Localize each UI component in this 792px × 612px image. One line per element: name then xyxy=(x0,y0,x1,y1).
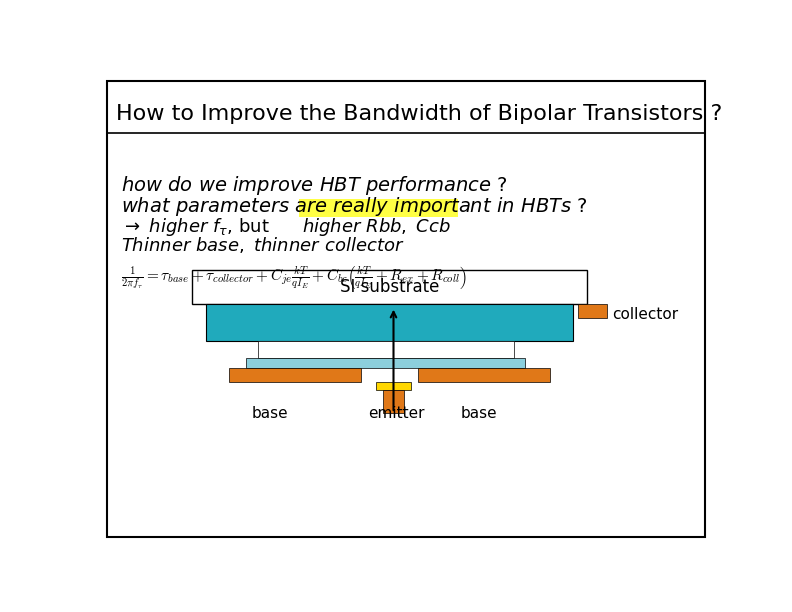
Bar xyxy=(418,368,550,382)
Text: How to Improve the Bandwidth of Bipolar Transistors ?: How to Improve the Bandwidth of Bipolar … xyxy=(116,104,722,124)
Bar xyxy=(258,341,514,357)
Text: base: base xyxy=(251,406,287,422)
Bar xyxy=(229,368,361,382)
Text: $\mathbf{\it{how\ do\ we\ improve\ HBT\ performance\ ?}}$: $\mathbf{\it{how\ do\ we\ improve\ HBT\ … xyxy=(120,174,508,196)
Bar xyxy=(376,382,410,390)
Text: $\it{Thinner\ base,\ thinner\ collector}$: $\it{Thinner\ base,\ thinner\ collector}… xyxy=(120,235,404,255)
Text: base: base xyxy=(460,406,497,422)
Text: SI substrate: SI substrate xyxy=(340,278,440,296)
Text: $\it{higher\ Rbb,\ Ccb}$: $\it{higher\ Rbb,\ Ccb}$ xyxy=(302,216,451,238)
Text: $\frac{1}{2\pi f_{\tau}} = \tau_{base} + \tau_{collector} + C_{je}\frac{kT}{qI_{: $\frac{1}{2\pi f_{\tau}} = \tau_{base} +… xyxy=(120,264,466,291)
Text: $\mathbf{\it{what\ parameters\ are\ really\ important\ in\ HBTs\ ?}}$: $\mathbf{\it{what\ parameters\ are\ real… xyxy=(120,195,588,218)
Bar xyxy=(192,270,587,304)
Bar xyxy=(383,390,404,413)
Text: collector: collector xyxy=(612,307,678,322)
Text: $\rightarrow$ $\it{higher\ f_{\tau}}$, but: $\rightarrow$ $\it{higher\ f_{\tau}}$, b… xyxy=(120,216,270,238)
Bar xyxy=(578,304,607,318)
Bar xyxy=(299,199,458,217)
Text: emitter: emitter xyxy=(368,406,425,422)
Bar xyxy=(206,304,573,341)
Bar xyxy=(246,357,525,368)
